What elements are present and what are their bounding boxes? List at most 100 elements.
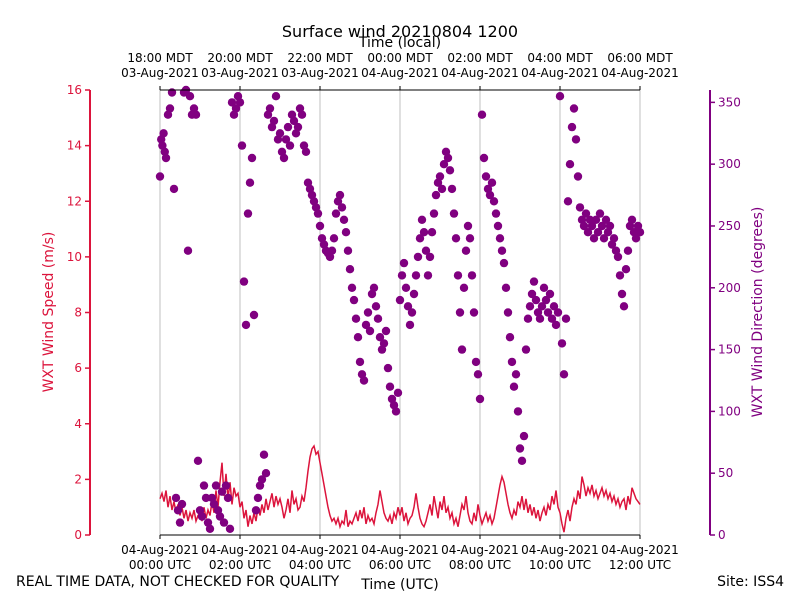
wind-direction-point <box>635 228 645 237</box>
wind-direction-point <box>461 246 471 255</box>
wind-direction-point <box>201 493 211 503</box>
right-tick-label: 0 <box>718 528 726 542</box>
wind-direction-point <box>177 499 187 509</box>
wind-direction-point <box>249 310 259 320</box>
wind-direction-point <box>393 388 403 397</box>
wind-direction-point <box>419 228 429 237</box>
wind-direction-point <box>587 221 597 231</box>
wind-direction-point <box>499 258 509 268</box>
top-tick-date: 03-Aug-2021 <box>281 66 359 80</box>
wind-direction-point <box>521 345 531 354</box>
top-tick-date: 04-Aug-2021 <box>361 66 439 80</box>
wind-direction-point <box>527 289 537 299</box>
wind-direction-point <box>253 493 263 503</box>
left-tick-label: 2 <box>74 472 82 486</box>
wind-direction-point <box>591 215 601 224</box>
wind-direction-point <box>415 234 425 243</box>
bottom-tick-time: 04:00 UTC <box>289 558 351 572</box>
wind-direction-point <box>279 153 289 163</box>
wind-direction-point <box>315 221 325 231</box>
top-tick-time: 02:00 MDT <box>447 51 513 65</box>
wind-direction-point <box>543 308 553 317</box>
wind-direction-point <box>493 221 503 231</box>
top-tick-time: 06:00 MDT <box>607 51 673 65</box>
left-tick-label: 0 <box>74 528 82 542</box>
bottom-tick-date: 04-Aug-2021 <box>281 543 359 557</box>
wind-direction-point <box>363 308 373 317</box>
wind-direction-point <box>425 252 435 262</box>
wind-direction-point <box>593 228 603 237</box>
wind-direction-point <box>171 493 181 503</box>
wind-direction-series <box>155 85 645 533</box>
wind-direction-point <box>601 215 611 224</box>
bottom-tick-time: 12:00 UTC <box>609 558 671 572</box>
wind-direction-point <box>219 518 229 527</box>
wind-direction-point <box>439 160 449 169</box>
wind-direction-point <box>383 363 393 373</box>
wind-direction-point <box>365 326 375 336</box>
wind-direction-point <box>609 234 619 243</box>
wind-direction-point <box>515 444 525 453</box>
left-tick-label: 6 <box>74 361 82 375</box>
wind-direction-point <box>205 524 215 533</box>
wind-direction-point <box>283 122 293 132</box>
wind-direction-point <box>395 295 405 305</box>
left-tick-label: 14 <box>67 139 82 153</box>
wind-direction-point <box>251 506 261 515</box>
left-tick-label: 16 <box>67 83 82 97</box>
wind-direction-point <box>209 499 219 509</box>
wind-direction-point <box>575 203 585 212</box>
wind-direction-point <box>301 147 311 156</box>
right-tick-label: 150 <box>718 343 741 357</box>
wind-direction-point <box>269 116 279 126</box>
wind-direction-point <box>613 252 623 262</box>
right-tick-label: 100 <box>718 404 741 418</box>
wind-direction-point <box>355 357 365 367</box>
wind-direction-point <box>495 234 505 243</box>
wind-direction-point <box>261 469 271 478</box>
right-tick-label: 250 <box>718 219 741 233</box>
wind-direction-point <box>453 271 463 280</box>
wind-direction-point <box>217 487 227 496</box>
wind-direction-point <box>551 320 561 330</box>
bottom-tick-date: 04-Aug-2021 <box>121 543 199 557</box>
wind-direction-point <box>507 357 517 367</box>
wind-direction-point <box>503 308 513 317</box>
wind-direction-point <box>379 339 389 348</box>
wind-direction-point <box>491 209 501 218</box>
wind-direction-point <box>519 431 529 441</box>
wind-direction-point <box>183 246 193 255</box>
wind-direction-point <box>417 215 427 224</box>
wind-speed-line <box>159 444 641 533</box>
wind-direction-point <box>597 221 607 231</box>
wind-direction-point <box>241 320 251 330</box>
wind-direction-point <box>407 308 417 317</box>
wind-direction-point <box>583 228 593 237</box>
wind-direction-point <box>557 339 567 348</box>
wind-direction-point <box>525 302 535 311</box>
wind-direction-point <box>523 314 533 323</box>
wind-direction-point <box>259 450 269 459</box>
wind-direction-point <box>475 394 485 404</box>
wind-direction-point <box>161 153 171 163</box>
right-tick-label: 50 <box>718 466 733 480</box>
wind-direction-point <box>293 122 303 132</box>
wind-direction-point <box>559 370 569 379</box>
wind-direction-point <box>619 302 629 311</box>
bottom-tick-time: 10:00 UTC <box>529 558 591 572</box>
wind-direction-point <box>331 209 341 218</box>
wind-direction-point <box>421 246 431 255</box>
wind-direction-point <box>191 110 201 119</box>
top-tick-date: 04-Aug-2021 <box>601 66 679 80</box>
wind-direction-point <box>547 314 557 323</box>
wind-direction-point <box>481 172 491 181</box>
wind-direction-point <box>275 129 285 138</box>
bottom-tick-time: 02:00 UTC <box>209 558 271 572</box>
wind-direction-point <box>239 277 249 286</box>
wind-direction-point <box>327 246 337 255</box>
wind-direction-point <box>457 345 467 354</box>
wind-direction-point <box>555 92 565 101</box>
wind-direction-point <box>573 172 583 181</box>
